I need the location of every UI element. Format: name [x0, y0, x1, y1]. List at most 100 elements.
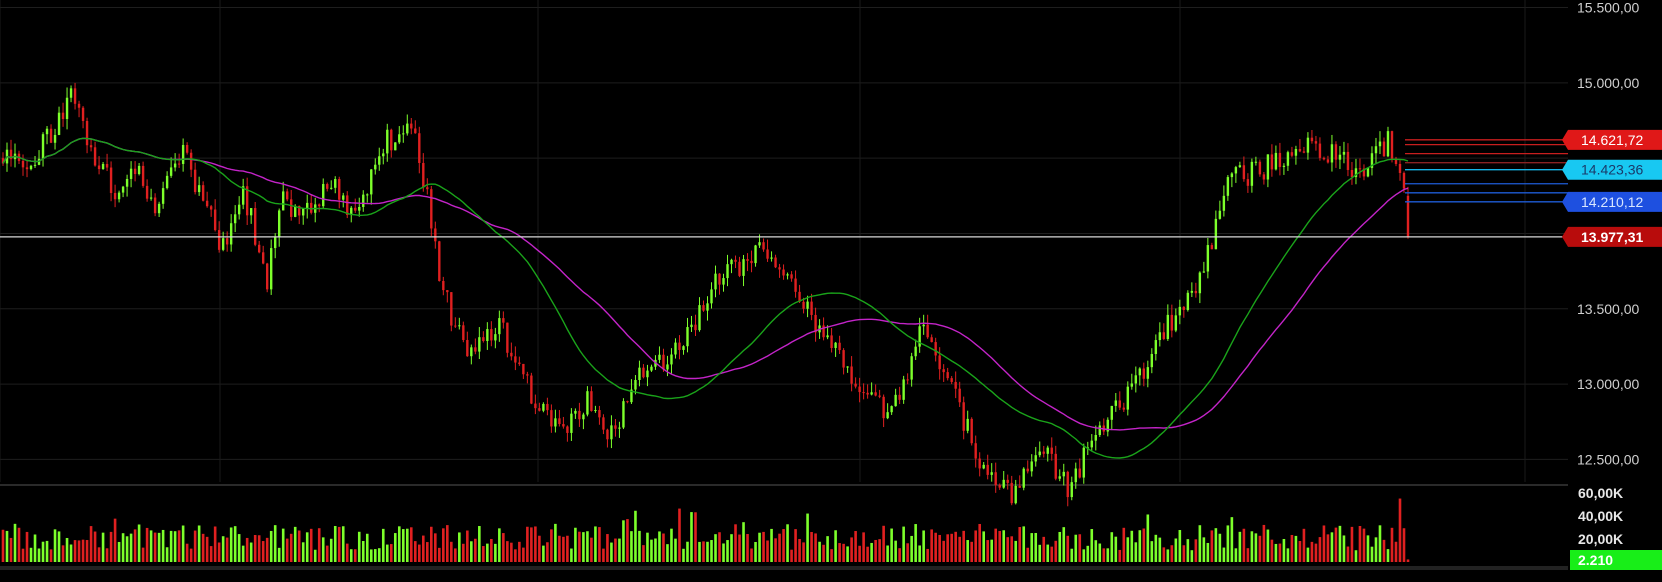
volume-bar [393, 533, 397, 562]
candle [522, 363, 525, 375]
candle [1230, 173, 1234, 178]
volume-tick-label: 40,00K [1578, 508, 1623, 524]
candle [85, 120, 89, 146]
volume-bar [734, 524, 737, 562]
volume-bar [622, 520, 625, 562]
volume-bar [149, 530, 153, 562]
candle [974, 443, 977, 459]
volume-bar [754, 541, 757, 562]
candle [1330, 144, 1334, 163]
volume-bar [1158, 537, 1162, 562]
candle [1250, 161, 1254, 186]
volume-bar [690, 512, 693, 562]
candle [662, 354, 665, 370]
volume-bar [942, 540, 945, 562]
candle [966, 418, 969, 431]
volume-bar [1206, 542, 1210, 562]
candle [994, 472, 997, 486]
volume-bar [1234, 548, 1238, 562]
candle [566, 426, 569, 433]
volume-bar [117, 541, 121, 562]
candle [173, 163, 177, 168]
volume-bar [462, 543, 465, 562]
volume-bar [1382, 539, 1386, 562]
candle [666, 364, 669, 370]
candle [790, 274, 793, 279]
volume-bar [814, 533, 817, 562]
candle [169, 167, 173, 176]
volume-bar [798, 539, 801, 562]
candle [762, 242, 765, 250]
candle [1118, 400, 1121, 408]
volume-bar [1142, 528, 1146, 562]
price-tick-label: 13.000,00 [1577, 376, 1639, 392]
candle [474, 347, 477, 352]
candle [177, 163, 181, 165]
volume-bar [626, 519, 629, 562]
volume-bar [938, 534, 941, 562]
candle [978, 458, 981, 469]
volume-bar [1126, 537, 1130, 562]
volume-bar [185, 543, 189, 562]
volume-bar [1282, 538, 1286, 562]
volume-bar [1318, 537, 1322, 562]
volume-bar [337, 526, 341, 562]
candle [69, 88, 73, 98]
price-axis[interactable]: 12.500,00 13.000,00 13.500,00 15.000,00 15.5… [1577, 0, 1639, 467]
volume-bar [866, 546, 869, 562]
volume-bar [405, 528, 409, 562]
candle [870, 392, 873, 395]
volume-bar [694, 512, 697, 562]
volume-bar [566, 535, 569, 562]
volume-bar [1230, 517, 1234, 562]
candle [458, 325, 461, 327]
volume-bar [878, 539, 881, 562]
candle [442, 280, 445, 291]
candle [902, 379, 905, 400]
volume-bar [762, 531, 765, 562]
candle [1046, 447, 1049, 454]
volume-bar [766, 540, 769, 562]
price-badge-label: 14.210,12 [1581, 194, 1643, 210]
volume-bar [277, 547, 281, 562]
volume-bar [478, 526, 481, 562]
volume-bar [726, 540, 729, 562]
volume-bar [966, 540, 969, 562]
candle [1294, 149, 1298, 156]
candle [1022, 468, 1025, 488]
candle [1214, 218, 1218, 250]
candle [382, 153, 385, 157]
volume-bar [634, 510, 637, 562]
volume-bar [1178, 530, 1182, 562]
volume-bar [638, 530, 641, 562]
volume-bar [1202, 537, 1206, 562]
volume-bar [169, 530, 173, 562]
candle [1206, 245, 1210, 272]
candle [1074, 468, 1077, 483]
candle [1014, 485, 1017, 504]
volume-bar [558, 535, 561, 562]
volume-bar [446, 525, 449, 562]
candle [1382, 141, 1386, 157]
volume-bar [830, 549, 833, 562]
volume-bar [998, 530, 1002, 562]
candle [298, 205, 301, 216]
candle [157, 203, 161, 214]
volume-bar [986, 540, 990, 562]
volume-axis[interactable]: 20,00K 40,00K 60,00K [1578, 485, 1623, 547]
volume-bar [197, 525, 201, 562]
candle [354, 207, 357, 211]
candle [798, 291, 801, 302]
candle [914, 346, 917, 357]
volume-bar [598, 527, 601, 562]
candle [1030, 461, 1033, 472]
candle [73, 88, 77, 104]
candle [1298, 149, 1302, 152]
volume-bar [546, 542, 549, 562]
volume-bar [1246, 548, 1250, 562]
volume-bar [714, 534, 717, 562]
candle [414, 128, 417, 134]
candle [1394, 158, 1398, 164]
price-tick-label: 15.000,00 [1577, 75, 1639, 91]
